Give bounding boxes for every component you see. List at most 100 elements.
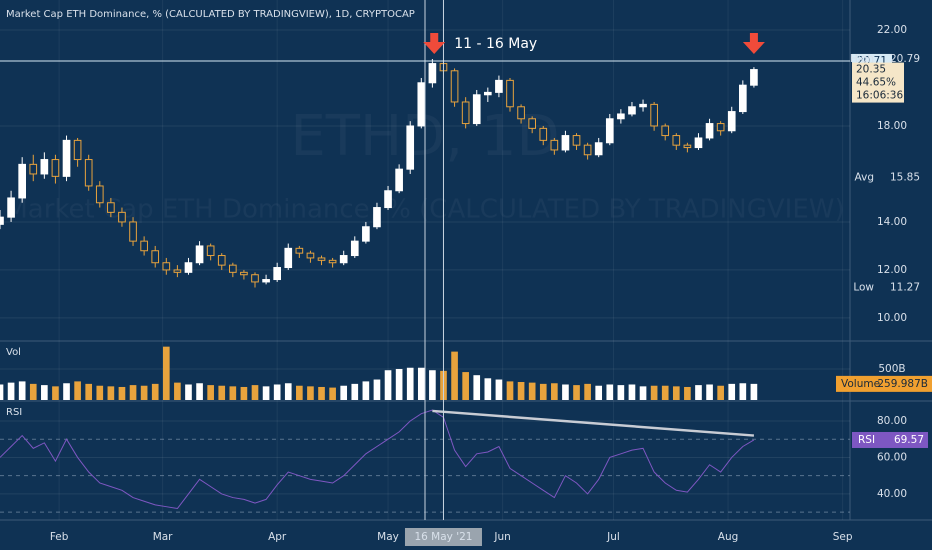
volume-bar [595, 385, 603, 400]
volume-bar [18, 381, 26, 400]
candle-body [727, 111, 736, 132]
candle-body [118, 211, 126, 223]
candle-body [7, 197, 15, 218]
x-tick-label: Jul [606, 531, 620, 543]
candle-body [550, 139, 559, 151]
x-tick-label: Sep [833, 531, 853, 543]
volume-bar [384, 370, 392, 400]
volume-bar [639, 386, 647, 400]
annotation: 11 - 16 May [454, 36, 537, 52]
candle-body [650, 103, 658, 127]
volume-bar [517, 382, 525, 400]
volume-bar [96, 385, 104, 400]
stat-name: Low [853, 281, 874, 293]
volume-bar [484, 378, 492, 400]
candle-body [572, 135, 581, 146]
volume-bar [284, 383, 292, 400]
annotation-arrow [742, 33, 765, 54]
candle-body [373, 207, 381, 228]
candle-body [639, 103, 647, 108]
volume-bar [185, 384, 192, 400]
y-tick-label: 22.00 [877, 24, 907, 36]
volume-bar [0, 384, 4, 400]
volume-bar [695, 385, 702, 400]
candle-body [173, 269, 182, 273]
volume-bar [85, 383, 93, 400]
volume-bar [628, 384, 636, 400]
volume-bar [240, 386, 248, 400]
volume-bar [329, 387, 336, 400]
candle-body [162, 262, 171, 271]
candle-body [495, 79, 503, 93]
x-tick-label: Feb [50, 531, 69, 543]
chart-title: Market Cap ETH Dominance, % (CALCULATED … [6, 9, 415, 20]
candle-body [617, 113, 625, 120]
volume-bar [218, 385, 226, 400]
y-tick-label: 40.00 [877, 488, 907, 500]
candle-body [62, 139, 71, 177]
volume-bar [7, 382, 15, 400]
volume-bar [584, 383, 591, 400]
volume-bar [107, 386, 115, 400]
y-tick-label: 18.00 [877, 120, 907, 132]
annotation-arrow [423, 33, 446, 54]
candle-body [107, 202, 115, 213]
candle-body [350, 240, 359, 257]
candle-body [140, 240, 148, 252]
x-tick-label: May [377, 531, 399, 543]
volume-bar [717, 385, 724, 400]
y-tick-label: 500B [878, 363, 905, 375]
volume-bar [617, 385, 625, 400]
candle-body [206, 245, 215, 257]
volume-bar [362, 381, 370, 400]
candle-body [672, 135, 681, 146]
candle-body [628, 106, 636, 115]
volume-bar [307, 386, 314, 400]
stat-name: High [850, 53, 874, 65]
candle-body [694, 137, 703, 149]
candle-body [450, 70, 459, 103]
y-tick-label: 80.00 [877, 415, 907, 427]
candle-body [195, 245, 204, 264]
x-tick-label: Mar [153, 531, 173, 543]
volume-bar [706, 384, 713, 400]
candle-body [306, 252, 315, 259]
x-tick-label: Apr [268, 531, 287, 543]
candle-body [461, 101, 470, 125]
volume-bar [684, 386, 691, 400]
candle-body [18, 163, 26, 199]
volume-bar [140, 385, 148, 400]
countdown-label: 16:06:36 [856, 90, 903, 102]
candle-body [472, 94, 481, 125]
volume-bar [406, 367, 414, 400]
volume-bar [395, 368, 403, 400]
volume-bar [340, 385, 348, 400]
candle-body [750, 69, 758, 86]
candle-body [484, 91, 492, 96]
rsi-tag-value: 69.57 [894, 434, 924, 446]
pane-label: Vol [6, 347, 21, 358]
change-label: 44.65% [856, 77, 896, 89]
candle-body [251, 274, 259, 283]
volume-bar [728, 383, 736, 400]
stat-value: 20.79 [890, 53, 920, 65]
stat-name: Avg [855, 172, 874, 184]
volume-bar [41, 385, 48, 400]
candle-body [528, 118, 537, 129]
volume-bar [606, 384, 614, 400]
volume-bar [750, 383, 758, 400]
volume-bar [262, 386, 270, 400]
candle-body [594, 142, 603, 156]
volume-bar [29, 383, 37, 400]
candle-body [95, 185, 104, 204]
volume-bar [417, 367, 425, 400]
volume-bar [462, 372, 469, 400]
volume-bar [473, 375, 481, 400]
crosshair-label-bg [404, 528, 482, 546]
volume-bar [118, 386, 126, 400]
stat-value: 11.27 [890, 281, 920, 293]
candle-body [395, 168, 403, 192]
crosshair-label: 16 May '21 [414, 531, 472, 543]
volume-bar [451, 351, 458, 400]
x-tick-label: Jun [493, 531, 510, 543]
